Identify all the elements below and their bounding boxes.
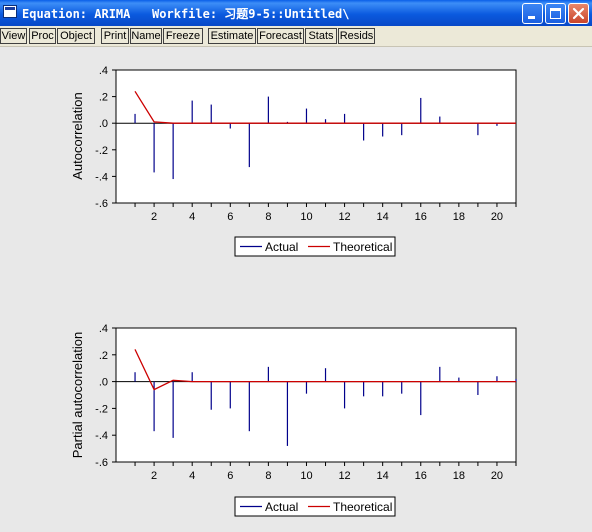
y-tick-label: -.6: [95, 198, 108, 210]
y-axis-label: Partial autocorrelation: [70, 332, 85, 458]
x-tick-label: 14: [377, 211, 389, 223]
x-tick-label: 10: [300, 470, 312, 482]
name-button[interactable]: Name: [130, 28, 162, 44]
x-tick-label: 14: [377, 470, 389, 482]
y-tick-label: -.2: [95, 145, 108, 157]
x-tick-label: 20: [491, 470, 503, 482]
close-button[interactable]: [568, 3, 589, 24]
y-tick-label: .0: [99, 377, 108, 389]
print-button[interactable]: Print: [101, 28, 129, 44]
x-tick-label: 18: [453, 470, 465, 482]
freeze-button[interactable]: Freeze: [163, 28, 203, 44]
x-tick-label: 10: [300, 211, 312, 223]
x-tick-label: 16: [415, 470, 427, 482]
y-tick-label: .2: [99, 92, 108, 104]
legend-actual-label: Actual: [265, 240, 298, 254]
y-tick-label: -.4: [95, 171, 108, 183]
x-tick-label: 2: [151, 211, 157, 223]
close-icon: [572, 7, 585, 20]
y-tick-label: .2: [99, 350, 108, 362]
x-tick-label: 8: [265, 470, 271, 482]
estimate-button[interactable]: Estimate: [208, 28, 256, 44]
y-axis-label: Autocorrelation: [70, 92, 85, 179]
view-button[interactable]: View: [0, 28, 27, 44]
plot-area-0: [115, 69, 517, 204]
x-tick-label: 8: [265, 211, 271, 223]
maximize-button[interactable]: [545, 3, 566, 24]
y-tick-label: .4: [99, 323, 108, 335]
minimize-button[interactable]: [522, 3, 543, 24]
stats-button[interactable]: Stats: [305, 28, 337, 44]
forecast-button[interactable]: Forecast: [257, 28, 304, 44]
title-bar[interactable]: Equation: ARIMA Workfile: 习题9-5::Untitle…: [0, 0, 592, 26]
x-tick-label: 20: [491, 211, 503, 223]
y-tick-label: -.4: [95, 430, 108, 442]
x-tick-label: 4: [189, 470, 195, 482]
correlogram-charts: .4 .2 .0 -.2 -.4 -.6 2 4 6 8 10 12 14 16 18 20 Autocorre…: [70, 65, 517, 517]
x-tick-label: 16: [415, 211, 427, 223]
y-tick-label: .0: [99, 118, 108, 130]
window-title: Equation: ARIMA Workfile: 习题9-5::Untitle…: [22, 7, 350, 21]
proc-button[interactable]: Proc: [29, 28, 56, 44]
x-tick-label: 12: [338, 211, 350, 223]
legend-theoretical-label: Theoretical: [333, 500, 392, 514]
x-tick-label: 18: [453, 211, 465, 223]
x-tick-label: 4: [189, 211, 195, 223]
resids-button[interactable]: Resids: [338, 28, 375, 44]
minimize-icon: [528, 16, 535, 19]
legend-theoretical-label: Theoretical: [333, 240, 392, 254]
legend-actual-label: Actual: [265, 500, 298, 514]
y-tick-label: .4: [99, 65, 108, 77]
plot-area-1: [115, 327, 517, 463]
theoretical-line: [134, 90, 516, 124]
graph-area: .4 .2 .0 -.2 -.4 -.6 2 4 6 8 10 12 14 16 18 20 Autocorre…: [0, 47, 592, 532]
x-tick-label: 2: [151, 470, 157, 482]
x-tick-label: 6: [227, 211, 233, 223]
equation-toolbar: View Proc Object Print Name Freeze Estim…: [0, 26, 592, 47]
maximize-icon: [550, 8, 561, 19]
y-tick-label: -.2: [95, 403, 108, 415]
y-tick-label: -.6: [95, 457, 108, 469]
x-tick-label: 12: [338, 470, 350, 482]
x-tick-label: 6: [227, 470, 233, 482]
window-icon[interactable]: [3, 5, 17, 18]
object-button[interactable]: Object: [57, 28, 95, 44]
theoretical-line: [134, 349, 516, 391]
